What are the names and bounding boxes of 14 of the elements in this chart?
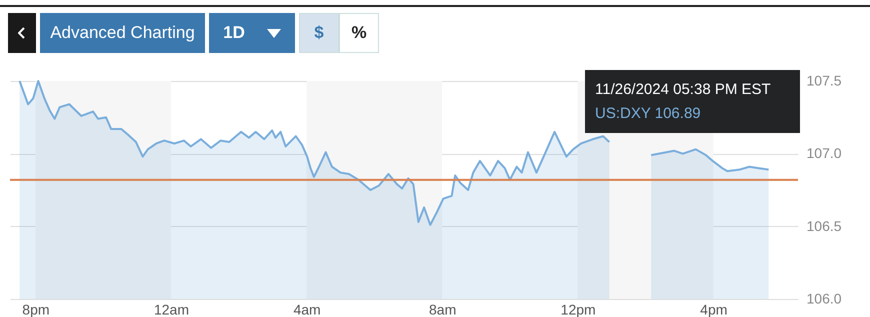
x-tick-label: 4am [293,302,321,317]
toggle-button: $ [299,13,339,53]
x-tick-label: 8am [429,302,456,317]
x-tick-label: 12am [154,302,190,317]
annotation: US:DXY 106.89 [595,104,702,124]
y-tick-label: 106.5 [806,218,842,234]
annotation: 11/26/2024 05:38 PM EST [595,80,772,100]
tooltip: 11/26/2024 05:38 PM EST US:DXY 106.89 [585,70,800,133]
y-tick-label: 107.5 [806,72,842,88]
dropdown-button: 1D [209,13,295,53]
y-tick-label: 107.0 [806,145,842,162]
toggle-button: % [339,13,379,53]
y-tick-label: 106.0 [806,290,842,306]
toggle-button: Advanced Charting [40,13,205,53]
